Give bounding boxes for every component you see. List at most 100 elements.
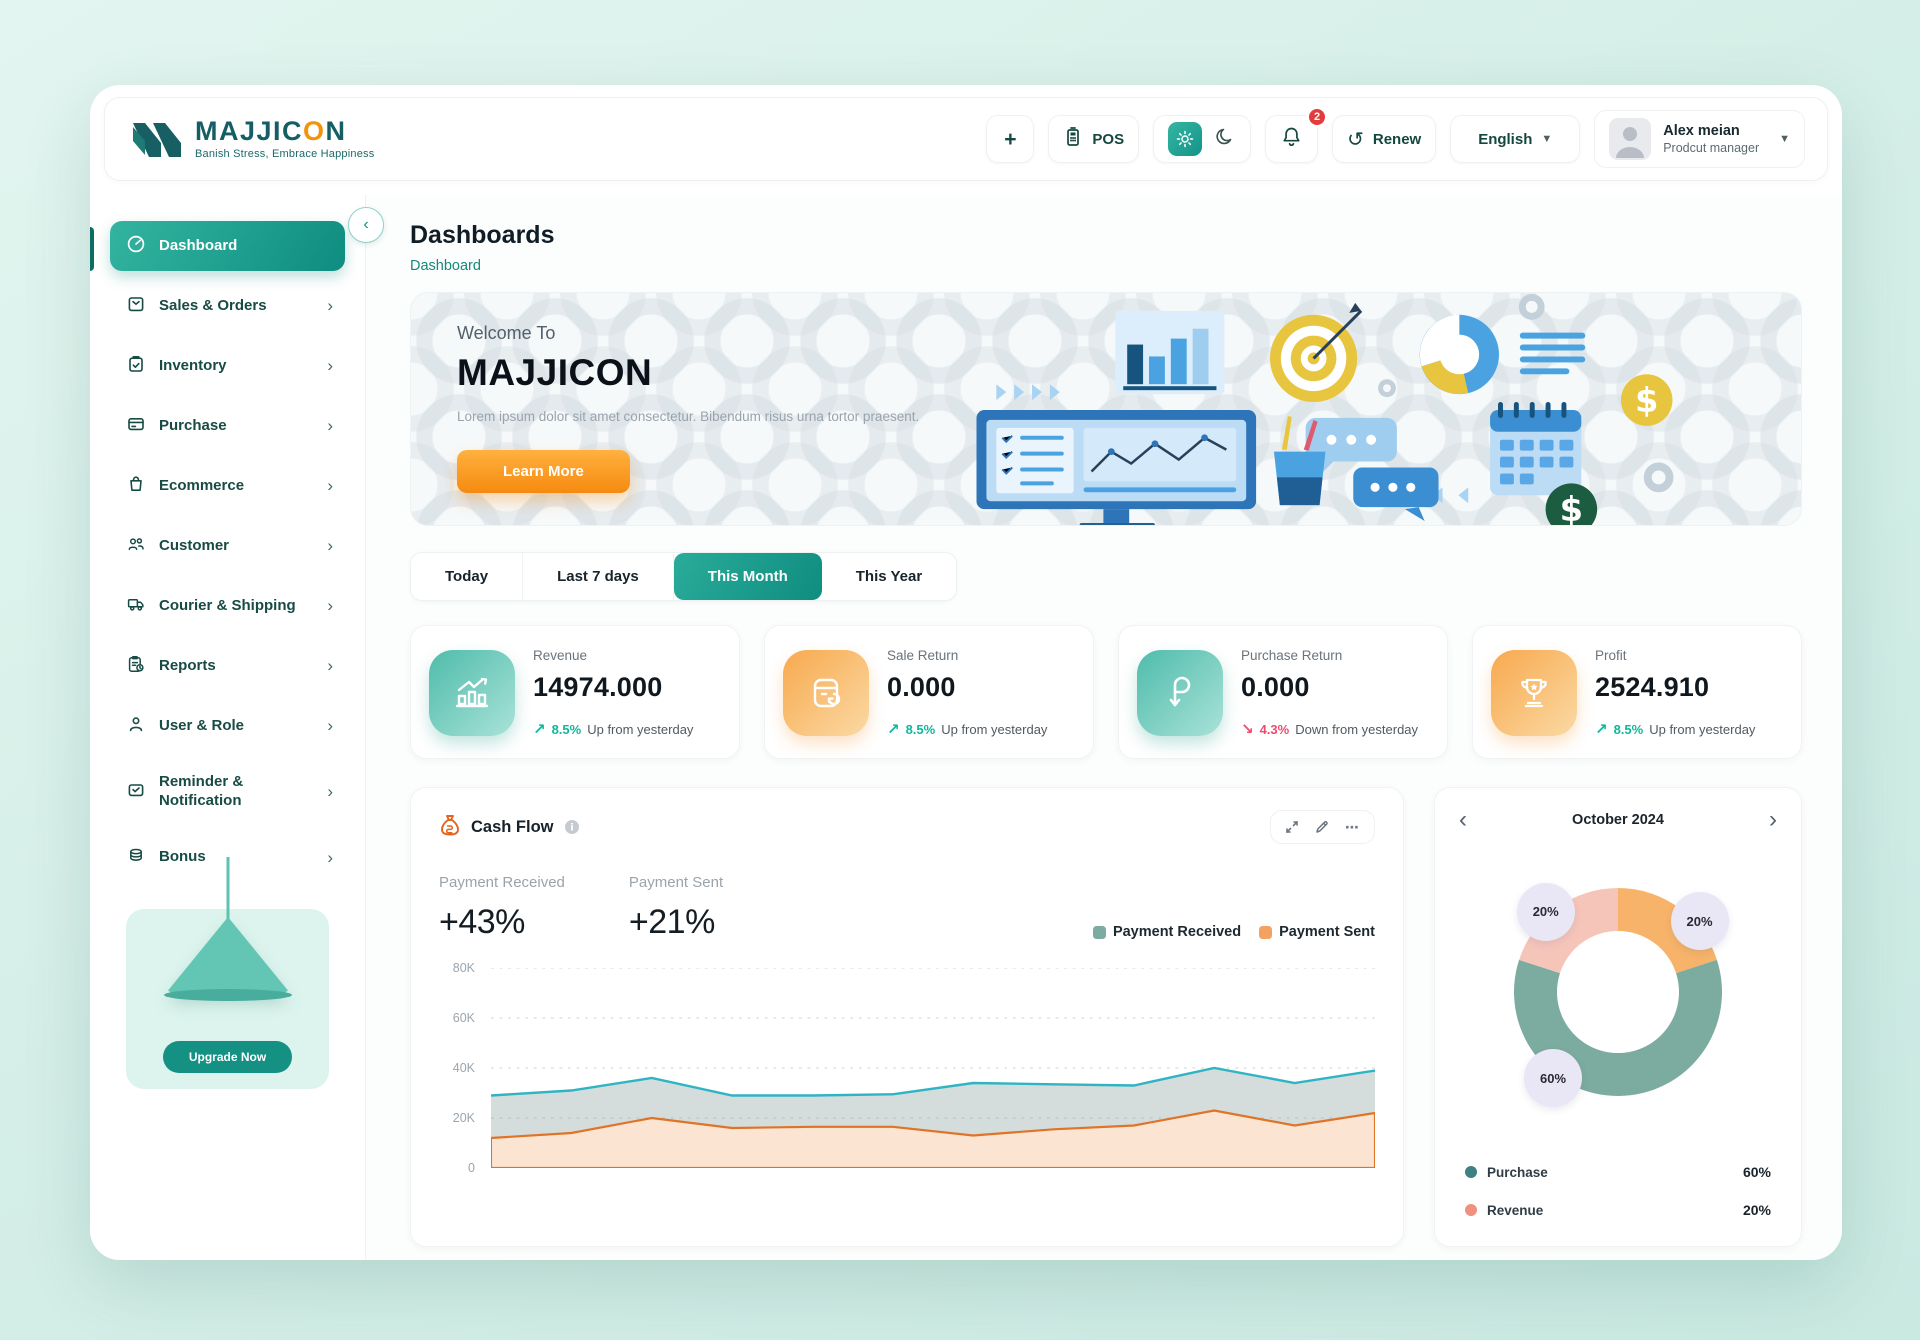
avatar: [1609, 118, 1652, 160]
breadcrumb[interactable]: Dashboard: [410, 258, 481, 274]
info-icon[interactable]: i: [564, 819, 580, 835]
chevron-right-icon: ›: [327, 596, 333, 615]
y-axis-labels: 80K 60K 40K 20K 0: [452, 961, 475, 1175]
pos-terminal-icon: [1063, 126, 1083, 152]
truck-icon: [126, 594, 146, 618]
lamp-illustration: [165, 916, 290, 993]
sidebar-collapse-button[interactable]: ‹: [348, 207, 384, 243]
cash-flow-chart: 80K 60K 40K 20K 0: [439, 961, 1375, 1175]
stat-card-purchase-return: Purchase Return 0.000 ↘ 4.3% Down from y…: [1118, 625, 1448, 759]
sales-orders-icon: [126, 294, 146, 318]
next-month-arrow[interactable]: ›: [1768, 806, 1777, 833]
revenue-chart-icon: [429, 650, 515, 736]
sidebar-item-reminder-notification[interactable]: Reminder & Notification ›: [110, 761, 345, 823]
sidebar-item-bonus[interactable]: Bonus ›: [110, 833, 345, 883]
renew-history-icon: ↺: [1347, 128, 1364, 151]
profile-menu[interactable]: Alex meian Prodcut manager ▼: [1594, 110, 1805, 168]
chevron-right-icon: ›: [327, 716, 333, 735]
logo-tagline: Banish Stress, Embrace Happiness: [195, 148, 375, 160]
profile-name: Alex meian: [1663, 123, 1740, 139]
tab-this-year[interactable]: This Year: [821, 553, 957, 600]
sidebar-item-purchase[interactable]: Purchase ›: [110, 401, 345, 451]
cash-flow-legend: Payment Received Payment Sent: [1092, 924, 1375, 940]
sidebar-item-user-role[interactable]: User & Role ›: [110, 701, 345, 751]
light-mode-sun-icon[interactable]: [1168, 122, 1203, 156]
inventory-icon: [126, 354, 146, 378]
chevron-right-icon: ›: [327, 847, 333, 867]
reports-icon: [126, 654, 146, 678]
pos-button[interactable]: POS: [1048, 115, 1140, 163]
more-options-icon[interactable]: ⋯: [1345, 819, 1360, 835]
stat-card-sale-return: Sale Return 0.000 ↗ 8.5% Up from yesterd…: [764, 625, 1094, 759]
dark-mode-moon-icon[interactable]: [1214, 126, 1236, 152]
sidebar-item-courier-shipping[interactable]: Courier & Shipping ›: [110, 581, 345, 631]
sidebar-item-customer[interactable]: Customer ›: [110, 521, 345, 571]
language-dropdown[interactable]: English ▼: [1450, 115, 1581, 163]
brand-logo: MAJJICON Banish Stress, Embrace Happines…: [131, 117, 374, 161]
active-item-notch: [90, 227, 94, 271]
sidebar-item-ecommerce[interactable]: Ecommerce ›: [110, 461, 345, 511]
stat-card-profit: Profit 2524.910 ↗ 8.5% Up from yesterday: [1472, 625, 1802, 759]
legend-dot: [1465, 1166, 1477, 1178]
app-window: MAJJICON Banish Stress, Embrace Happines…: [90, 85, 1842, 1260]
learn-more-button[interactable]: Learn More: [457, 450, 630, 494]
donut-chart: 20% 60% 20%: [1468, 842, 1768, 1142]
sidebar-item-reports[interactable]: Reports ›: [110, 641, 345, 691]
banner-welcome-text: Welcome To: [457, 323, 556, 343]
legend-row-revenue: Revenue 20%: [1465, 1202, 1771, 1218]
theme-toggle[interactable]: [1153, 115, 1252, 163]
svg-text:$: $: [1635, 381, 1658, 420]
add-button[interactable]: +: [986, 115, 1035, 163]
svg-text:i: i: [570, 823, 573, 834]
trending-up-icon: ↗: [533, 721, 546, 738]
tab-last-7-days[interactable]: Last 7 days: [523, 553, 674, 600]
upgrade-now-button[interactable]: Upgrade Now: [162, 1040, 293, 1073]
expand-icon[interactable]: [1285, 820, 1299, 834]
dashboard-icon: [126, 234, 146, 258]
customer-icon: [126, 534, 146, 558]
chevron-right-icon: ›: [327, 656, 333, 675]
ecommerce-icon: [126, 474, 146, 498]
chevron-down-icon: ▼: [1541, 132, 1553, 145]
stat-value: 14974.000: [533, 672, 663, 702]
chevron-right-icon: ›: [327, 781, 333, 801]
user-icon: [126, 714, 146, 738]
stat-label: Profit: [1595, 648, 1627, 663]
legend-row-purchase: Purchase 60%: [1465, 1164, 1771, 1180]
donut-month-title: October 2024: [1572, 812, 1664, 828]
cash-flow-card: Cash Flow i: [410, 787, 1404, 1247]
stat-delta: ↗ 8.5% Up from yesterday: [887, 721, 1048, 738]
stat-delta: ↗ 8.5% Up from yesterday: [533, 721, 694, 738]
chevron-right-icon: ›: [327, 416, 333, 435]
monthly-donut-card: ‹ October 2024 › 20% 60% 20% Purchase 60% …: [1434, 787, 1802, 1247]
sidebar-item-inventory[interactable]: Inventory ›: [110, 341, 345, 391]
notifications-button[interactable]: 2: [1265, 107, 1328, 163]
main-content: Dashboards Dashboard Welcome To MAJJICON…: [366, 195, 1842, 1260]
legend-dot: [1465, 1204, 1477, 1216]
sidebar: Dashboard Sales & Orders › Inventory ›: [90, 195, 366, 1260]
purchase-return-icon: [1137, 650, 1223, 736]
svg-text:$: $: [1560, 490, 1583, 525]
date-filter-tabs: Today Last 7 days This Month This Year: [410, 552, 958, 601]
banner-description: Lorem ipsum dolor sit amet consectetur. …: [457, 409, 920, 424]
payment-received-summary: Payment Received +43%: [439, 874, 565, 941]
logo-mark-icon: [131, 117, 183, 161]
sidebar-item-sales-orders[interactable]: Sales & Orders ›: [110, 281, 345, 331]
tab-today[interactable]: Today: [411, 553, 524, 600]
upgrade-card: Upgrade Now: [126, 856, 329, 1089]
banner-illustration: $ $: [976, 293, 1674, 525]
chevron-right-icon: ›: [327, 536, 333, 555]
tab-this-month[interactable]: This Month: [673, 553, 822, 600]
lamp-cord: [226, 856, 229, 923]
welcome-banner: Welcome To MAJJICON Lorem ipsum dolor si…: [410, 292, 1802, 526]
cash-flow-title: Cash Flow: [471, 817, 554, 836]
notification-count-badge: 2: [1306, 107, 1328, 127]
sidebar-item-dashboard[interactable]: Dashboard: [110, 221, 345, 271]
coins-icon: [126, 846, 146, 870]
edit-pencil-icon[interactable]: [1315, 820, 1329, 834]
donut-slice-label: 20%: [1670, 892, 1729, 951]
banner-brand-text: MAJJICON: [457, 352, 653, 393]
prev-month-arrow[interactable]: ‹: [1459, 806, 1467, 833]
chevron-right-icon: ›: [327, 476, 333, 495]
renew-button[interactable]: ↺ Renew: [1332, 115, 1437, 163]
